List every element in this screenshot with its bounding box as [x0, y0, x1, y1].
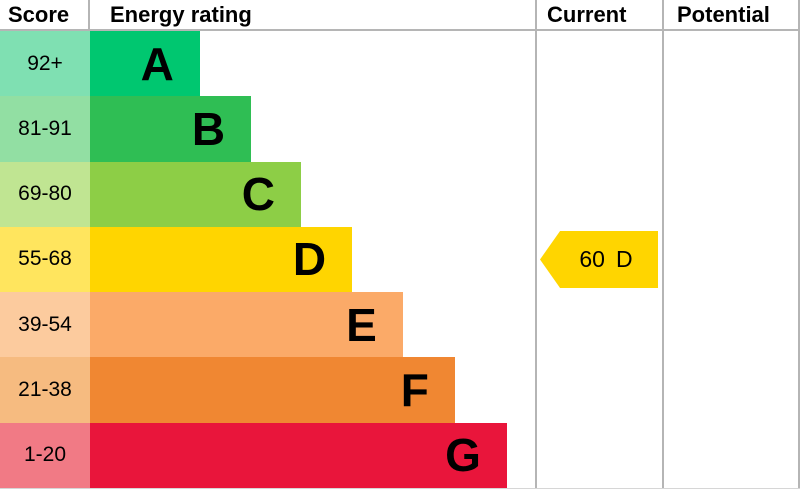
potential-cell — [662, 161, 800, 227]
band-row-d: 55-68 D 60 D — [0, 226, 800, 293]
potential-cell — [662, 357, 800, 423]
potential-column-header: Potential — [662, 0, 800, 29]
potential-cell — [662, 226, 800, 293]
bar-area: F — [90, 357, 535, 423]
rating-letter: A — [140, 37, 174, 90]
bar-area: C — [90, 161, 535, 227]
score-range: 55-68 — [0, 226, 90, 293]
band-row-g: 1-20 G — [0, 422, 800, 488]
rating-bar-g: G — [90, 422, 507, 488]
rating-bar-b: B — [90, 96, 252, 162]
current-cell — [535, 161, 662, 227]
energy-rating-column-header: Energy rating — [110, 1, 252, 27]
current-cell — [535, 357, 662, 423]
current-cell — [535, 96, 662, 162]
rating-bar-a: A — [90, 31, 200, 97]
score-column-header: Score — [0, 0, 90, 29]
potential-cell — [662, 96, 800, 162]
potential-cell — [662, 31, 800, 97]
rating-letter: F — [400, 364, 429, 417]
score-range: 1-20 — [0, 422, 90, 488]
current-score-value: 60 — [579, 245, 605, 272]
rating-letter: C — [241, 168, 275, 221]
current-rating-arrow: 60 D — [540, 230, 658, 288]
rating-bar-c: C — [90, 161, 301, 227]
rating-letter: G — [445, 429, 481, 482]
band-row-a: 92+ A — [0, 31, 800, 97]
potential-cell — [662, 292, 800, 358]
bar-area: A — [90, 31, 535, 97]
score-range: 81-91 — [0, 96, 90, 162]
score-range: 69-80 — [0, 161, 90, 227]
bar-area: B — [90, 96, 535, 162]
bar-area: G — [90, 422, 535, 488]
band-row-b: 81-91 B — [0, 96, 800, 162]
score-range: 39-54 — [0, 292, 90, 358]
bar-area: D — [90, 226, 535, 293]
score-range: 92+ — [0, 31, 90, 97]
current-cell — [535, 292, 662, 358]
rating-letter: E — [346, 298, 377, 351]
potential-cell — [662, 422, 800, 488]
band-row-f: 21-38 F — [0, 357, 800, 423]
current-cell: 60 D — [535, 226, 662, 293]
bar-area: E — [90, 292, 535, 358]
rating-bar-d: D — [90, 226, 353, 293]
band-rows: 92+ A 81-91 B 69-80 C 55-68 D 60 D 39-54 E 21-38 F 1-2… — [0, 31, 800, 489]
score-range: 21-38 — [0, 357, 90, 423]
current-column-header: Current — [535, 0, 662, 29]
current-rating-letter: D — [615, 245, 633, 272]
rating-letter: B — [191, 102, 226, 155]
rating-bar-f: F — [90, 357, 455, 423]
rating-bar-e: E — [90, 292, 403, 358]
current-cell — [535, 422, 662, 488]
current-cell — [535, 31, 662, 97]
band-row-e: 39-54 E — [0, 292, 800, 358]
chart-header: Score Energy rating Current Potential — [0, 0, 800, 31]
rating-letter: D — [292, 233, 327, 286]
band-row-c: 69-80 C — [0, 161, 800, 227]
